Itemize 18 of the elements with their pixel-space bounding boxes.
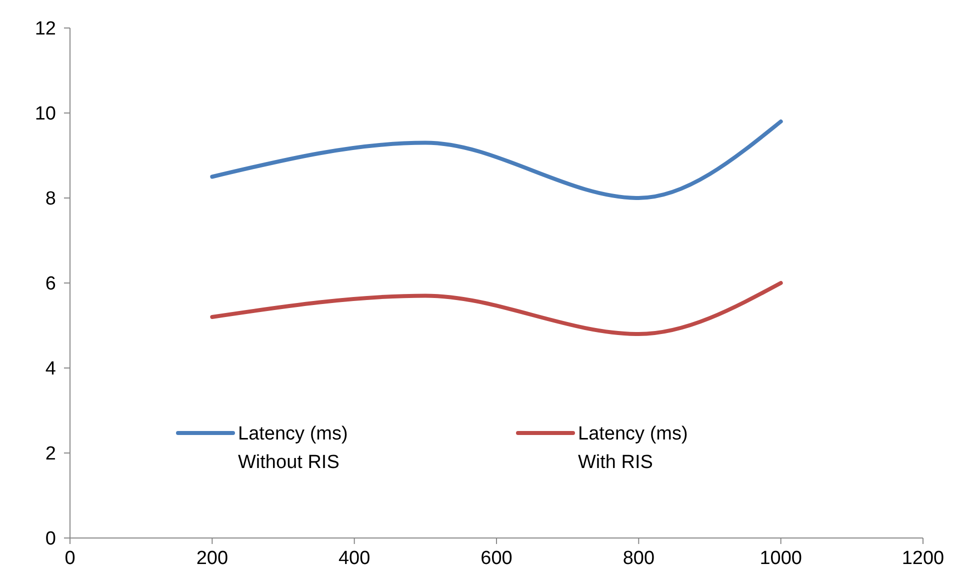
y-tick-label: 0 — [45, 528, 56, 550]
y-tick-label: 8 — [45, 188, 56, 210]
legend-label: Latency (ms) With RIS — [578, 424, 688, 474]
y-tick-label: 2 — [45, 444, 56, 465]
y-tick-label: 4 — [45, 358, 56, 380]
y-tick-label: 12 — [34, 18, 56, 40]
x-tick-label: 0 — [64, 548, 76, 569]
x-tick-label: 200 — [196, 548, 228, 569]
x-tick-label: 600 — [480, 548, 512, 569]
y-tick-label: 6 — [45, 274, 56, 295]
legend-label: Latency (ms) Without RIS — [238, 424, 348, 474]
x-tick-label: 1000 — [760, 548, 802, 569]
x-tick-label: 400 — [338, 548, 370, 569]
line-series — [210, 281, 783, 336]
x-tick-label: 1200 — [902, 548, 944, 569]
line-series — [210, 120, 783, 200]
x-tick-label: 800 — [622, 548, 655, 569]
y-tick-label: 10 — [34, 104, 56, 125]
